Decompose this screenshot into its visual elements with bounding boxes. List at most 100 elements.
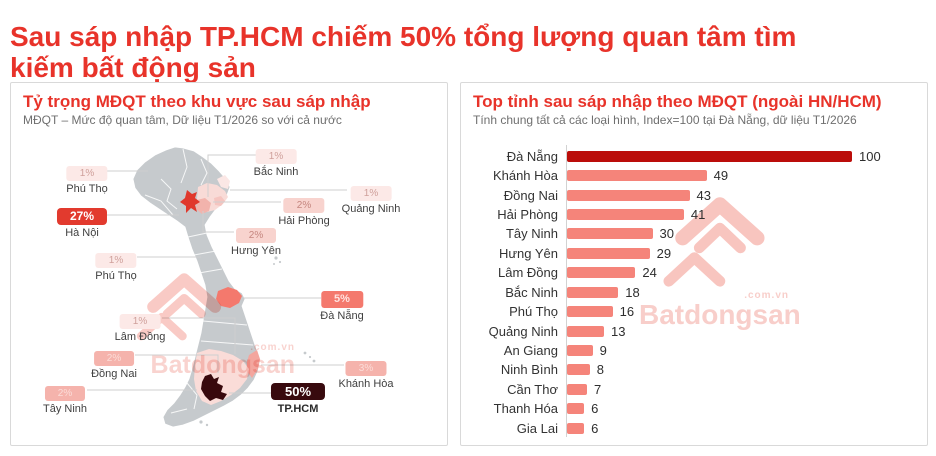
bar-category-label: Đà Nẵng: [506, 148, 558, 164]
bar-category-label: An Giang: [503, 342, 558, 358]
region-tp-hcm: [201, 374, 227, 401]
bar-category-label: Lâm Đồng: [498, 265, 558, 281]
map-label: 1% Phú Thọ: [95, 250, 137, 282]
bar-chart: .com.vn Batdongsan Đà Nẵng 100 Khánh Hòa 49…: [461, 83, 927, 445]
bar-row: Đồng Nai 43: [461, 185, 927, 204]
connector-line: [207, 154, 259, 197]
bar: [567, 208, 684, 220]
bar-value-label: 18: [625, 284, 640, 300]
bar-value-label: 16: [619, 304, 635, 320]
map-value-badge: 3%: [345, 361, 387, 376]
bar: [567, 383, 587, 395]
map-value-badge: 5%: [321, 291, 363, 308]
bar-value-label: 49: [713, 168, 729, 184]
connector-lines: [87, 154, 347, 394]
map-value-badge: 2%: [235, 228, 277, 243]
bar-category-label: Cần Thơ: [507, 381, 558, 397]
map-value-badge: 50%: [270, 383, 326, 400]
bar-value-label: 6: [591, 401, 599, 417]
bar-category-label: Ninh Bình: [500, 362, 558, 378]
connector-line: [202, 211, 234, 233]
bar-row: Hưng Yên 29: [461, 244, 927, 263]
bar-row: Hải Phòng 41: [461, 205, 927, 224]
map-label: 50% TP.HCM: [270, 383, 326, 415]
map-panel-title: Tỷ trọng MĐQT theo khu vực sau sáp nhập: [23, 92, 371, 111]
bar-value-label: 8: [596, 362, 605, 378]
bar-row: Khánh Hòa 49: [461, 166, 927, 185]
map-label: 27% Hà Nội: [56, 207, 108, 239]
bar-value-label: 24: [642, 265, 657, 281]
vietnam-map-svg: [87, 146, 347, 428]
region-hai-phong-spot: [214, 196, 225, 206]
map-region-name: Phú Thọ: [95, 270, 137, 282]
map-region-name: Quảng Ninh: [341, 203, 401, 215]
bar: [567, 325, 605, 337]
bar-row: Thanh Hóa 6: [461, 399, 927, 418]
map-region-name: TP.HCM: [277, 403, 319, 415]
map-value-badge: 2%: [93, 351, 135, 366]
bar-row: Cần Thơ 7: [461, 380, 927, 399]
vietnam-map: .com.vn Batdongsan 1% Bắc Ninh 1% Phú Thọ 1%…: [11, 83, 447, 445]
bar-axis-line: [566, 145, 567, 437]
bar-value-label: 43: [696, 187, 712, 203]
bar: [567, 286, 619, 298]
map-panel-subtitle: MĐQT – Mức độ quan tâm, Dữ liệu T1/2026 …: [23, 113, 342, 127]
map-value-badge: 27%: [56, 208, 108, 225]
map-label: 2% Tây Ninh: [43, 383, 87, 415]
region-quang-ninh: [217, 175, 230, 189]
map-value-badge: 1%: [66, 166, 108, 181]
province-borders: [144, 148, 254, 414]
page-title: Sau sáp nhập TP.HCM chiếm 50% tổng lượng…: [10, 20, 797, 83]
bar: [567, 403, 585, 415]
islands: [199, 256, 316, 427]
map-label: 2% Hải Phòng: [278, 195, 330, 227]
map-region-name: Hà Nội: [65, 227, 99, 239]
map-label: 1% Quảng Ninh: [341, 183, 401, 215]
bar: [567, 228, 653, 240]
map-labels-layer: 1% Bắc Ninh 1% Phú Thọ 1% Quảng Ninh 2% Hải Phò…: [11, 83, 447, 445]
bar-row: Quảng Ninh 13: [461, 321, 927, 340]
bar-value-label: 9: [599, 342, 607, 358]
map-region-name: Bắc Ninh: [253, 166, 299, 178]
bar-row: Phú Thọ 16: [461, 302, 927, 321]
region-khanh-hoa: [247, 350, 260, 378]
bar-row: Bắc Ninh 18: [461, 283, 927, 302]
map-label: 1% Phú Thọ: [66, 163, 108, 195]
bar-category-label: Khánh Hòa: [492, 168, 558, 184]
map-value-badge: 1%: [119, 314, 161, 329]
map-panel: Tỷ trọng MĐQT theo khu vực sau sáp nhập …: [10, 82, 448, 446]
bar-category-label: Quảng Ninh: [488, 323, 558, 339]
map-label: 2% Hưng Yên: [231, 225, 281, 257]
map-label: 1% Bắc Ninh: [253, 146, 299, 178]
connector-line: [135, 354, 219, 373]
bar-panel: Top tỉnh sau sáp nhập theo MĐQT (ngoài H…: [460, 82, 928, 446]
bar: [567, 344, 593, 356]
bar-value-label: 13: [611, 323, 626, 339]
map-label: 1% Lâm Đồng: [115, 311, 165, 343]
bar: [567, 247, 650, 259]
bar-category-label: Hưng Yên: [498, 245, 558, 261]
bar: [567, 306, 613, 318]
map-value-badge: 2%: [44, 386, 86, 401]
region-ha-noi: [180, 190, 200, 213]
bar-row: Đà Nẵng 100: [461, 147, 927, 166]
bar-row: Ninh Bình 8: [461, 360, 927, 379]
map-region-name: Đồng Nai: [91, 368, 137, 380]
map-value-badge: 1%: [350, 186, 392, 201]
bar-category-label: Đồng Nai: [503, 187, 558, 203]
map-value-badge: 1%: [95, 253, 137, 268]
bar-row: Lâm Đồng 24: [461, 263, 927, 282]
bar-category-label: Gia Lai: [516, 420, 558, 436]
map-value-badge: 2%: [283, 198, 325, 213]
map-region-name: Hải Phòng: [278, 215, 330, 227]
bar-category-label: Thanh Hóa: [493, 401, 558, 417]
map-region-name: Đà Nẵng: [320, 310, 364, 322]
map-label: 5% Đà Nẵng: [320, 289, 364, 322]
bar: [567, 422, 585, 434]
bar-row: Tây Ninh 30: [461, 224, 927, 243]
bar-row: Gia Lai 6: [461, 419, 927, 438]
bar-panel-subtitle: Tính chung tất cả các loại hình, Index=1…: [473, 113, 857, 127]
bar: [567, 189, 690, 201]
bar-value-label: 41: [690, 206, 706, 222]
map-region-name: Khánh Hòa: [338, 378, 394, 390]
